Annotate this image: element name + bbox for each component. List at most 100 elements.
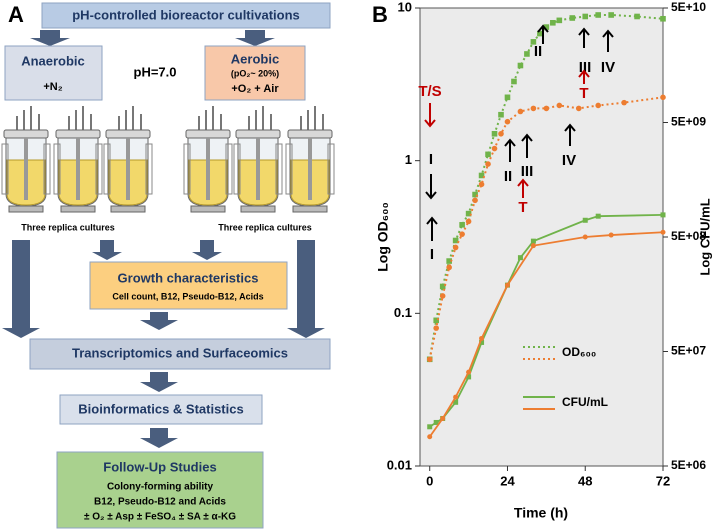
y-axis-label: Log OD₆₀₀ (375, 202, 391, 272)
follow-up-title: Follow-Up Studies (103, 459, 216, 474)
legend-label: CFU/mL (562, 395, 608, 409)
data-point (517, 62, 524, 69)
replica-label: Three replica cultures (21, 222, 115, 232)
data-point (569, 15, 576, 21)
annotation-arrowhead (425, 191, 437, 200)
y2-tick-label: 5E+06 (671, 458, 706, 472)
data-point (459, 222, 465, 228)
data-point (595, 213, 601, 219)
legend-label: OD₆₀₀ (562, 345, 596, 359)
data-point (530, 39, 537, 45)
data-point (459, 231, 465, 237)
data-point (446, 264, 452, 271)
data-point (466, 374, 472, 380)
y2-tick-label: 5E+09 (671, 115, 706, 129)
data-point (427, 434, 433, 440)
y2-tick-label: 5E+07 (671, 344, 706, 358)
annotation: I (429, 151, 433, 168)
aerobic-gas: +O₂ + Air (231, 83, 279, 95)
bioinformatics: Bioinformatics & Statistics (78, 401, 243, 416)
data-point (621, 99, 627, 106)
data-point (466, 369, 472, 375)
bioreactor (1, 105, 51, 213)
data-point (433, 325, 440, 331)
data-point (550, 19, 556, 26)
data-point (472, 191, 478, 198)
arrow (287, 240, 325, 338)
bioinformatics-box (59, 394, 263, 425)
data-point (446, 258, 452, 264)
data-point (556, 102, 563, 109)
follow-up-box (56, 451, 264, 529)
data-point (485, 161, 491, 167)
data-point (452, 244, 459, 251)
data-point (660, 229, 666, 235)
data-point (634, 13, 640, 20)
data-point (582, 217, 588, 223)
arrow (140, 372, 178, 392)
data-point (498, 130, 504, 137)
annotation: II (534, 43, 542, 60)
x-tick-label: 48 (578, 473, 592, 488)
annotation: T (579, 85, 588, 102)
arrow (235, 30, 275, 46)
bioreactor (103, 105, 153, 213)
flow-title: pH-controlled bioreactor cultivations (72, 7, 300, 22)
annotation: III (579, 59, 592, 76)
anaerobic-box (4, 45, 103, 101)
follow-up-line: B12, Pseudo-B12 and Acids (94, 497, 226, 508)
data-point (426, 356, 433, 363)
data-point (453, 399, 459, 405)
y-tick-label: 0.1 (394, 305, 412, 320)
annotation: III (521, 163, 534, 180)
data-point (524, 51, 530, 57)
annotation-arrowhead (426, 216, 438, 225)
title-box (41, 2, 331, 29)
data-point (504, 94, 511, 101)
data-point (427, 424, 433, 430)
data-point (465, 210, 472, 217)
x-tick-label: 72 (656, 473, 670, 488)
annotation-arrowhead (517, 178, 529, 187)
aerobic-po2: (pO₂~ 20%) (231, 68, 279, 78)
annotation-arrowhead (564, 123, 576, 132)
growth-box (89, 261, 288, 310)
anaerobic-gas: +N₂ (43, 81, 62, 93)
series-line (428, 231, 664, 438)
y2-tick-label: 5E+10 (671, 0, 706, 14)
data-point (439, 293, 446, 299)
follow-up-line: Colony-forming ability (107, 482, 214, 493)
y-tick-label: 0.01 (387, 457, 412, 472)
x-axis-label: Time (h) (514, 505, 568, 521)
data-point (517, 108, 524, 115)
arrow (2, 240, 40, 338)
x-tick-label: 0 (426, 473, 433, 488)
annotation: II (504, 168, 512, 185)
replica-label: Three replica cultures (218, 222, 312, 232)
aerobic-title: Aerobic (231, 51, 279, 66)
data-point (543, 24, 550, 30)
annotation-arrowhead (578, 27, 590, 36)
data-point (543, 105, 550, 112)
follow-up-line: ± O₂ ± Asp ± FeSO₄ ± SA ± α-KG (84, 512, 236, 523)
data-point (453, 394, 459, 400)
data-point (660, 94, 666, 101)
data-point (517, 255, 523, 261)
data-point (608, 12, 614, 18)
data-point (595, 12, 601, 18)
transcriptomics: Transcriptomics and Surfaceomics (72, 345, 288, 360)
data-point (485, 151, 491, 158)
bioreactor (183, 105, 233, 213)
bioreactor (285, 105, 335, 213)
y2-axis-label: Log CFU/mL (697, 198, 712, 275)
aerobic-box (204, 45, 306, 101)
data-point (479, 335, 485, 341)
data-point (440, 415, 446, 421)
arrow (140, 428, 178, 448)
data-point (479, 339, 485, 345)
y-tick-label: 1 (405, 152, 412, 167)
data-point (556, 17, 563, 24)
data-point (478, 172, 485, 179)
data-point (530, 238, 536, 244)
